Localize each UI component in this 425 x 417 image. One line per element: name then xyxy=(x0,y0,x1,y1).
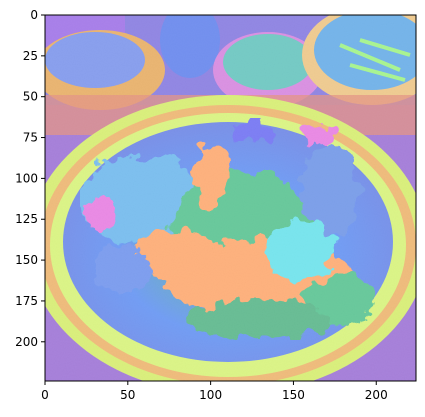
x-tick-label: 150 xyxy=(282,388,305,402)
x-tick-label: 0 xyxy=(41,388,49,402)
y-tick-label: 75 xyxy=(23,131,38,145)
y-tick-label: 150 xyxy=(15,253,38,267)
y-tick-label: 200 xyxy=(15,335,38,349)
axes-frame xyxy=(44,14,417,382)
y-tick-label: 125 xyxy=(15,212,38,226)
x-tick-label: 50 xyxy=(120,388,135,402)
y-tick-label: 0 xyxy=(30,8,38,22)
y-axis: 0 25 50 75 100 125 150 175 200 xyxy=(15,8,45,349)
x-axis: 0 50 100 150 200 xyxy=(41,381,388,402)
y-tick-label: 25 xyxy=(23,49,38,63)
y-tick-label: 175 xyxy=(15,294,38,308)
image-content xyxy=(45,15,416,381)
x-tick-label: 100 xyxy=(199,388,222,402)
y-tick-label: 100 xyxy=(15,171,38,185)
x-tick-label: 200 xyxy=(365,388,388,402)
y-tick-label: 50 xyxy=(23,90,38,104)
